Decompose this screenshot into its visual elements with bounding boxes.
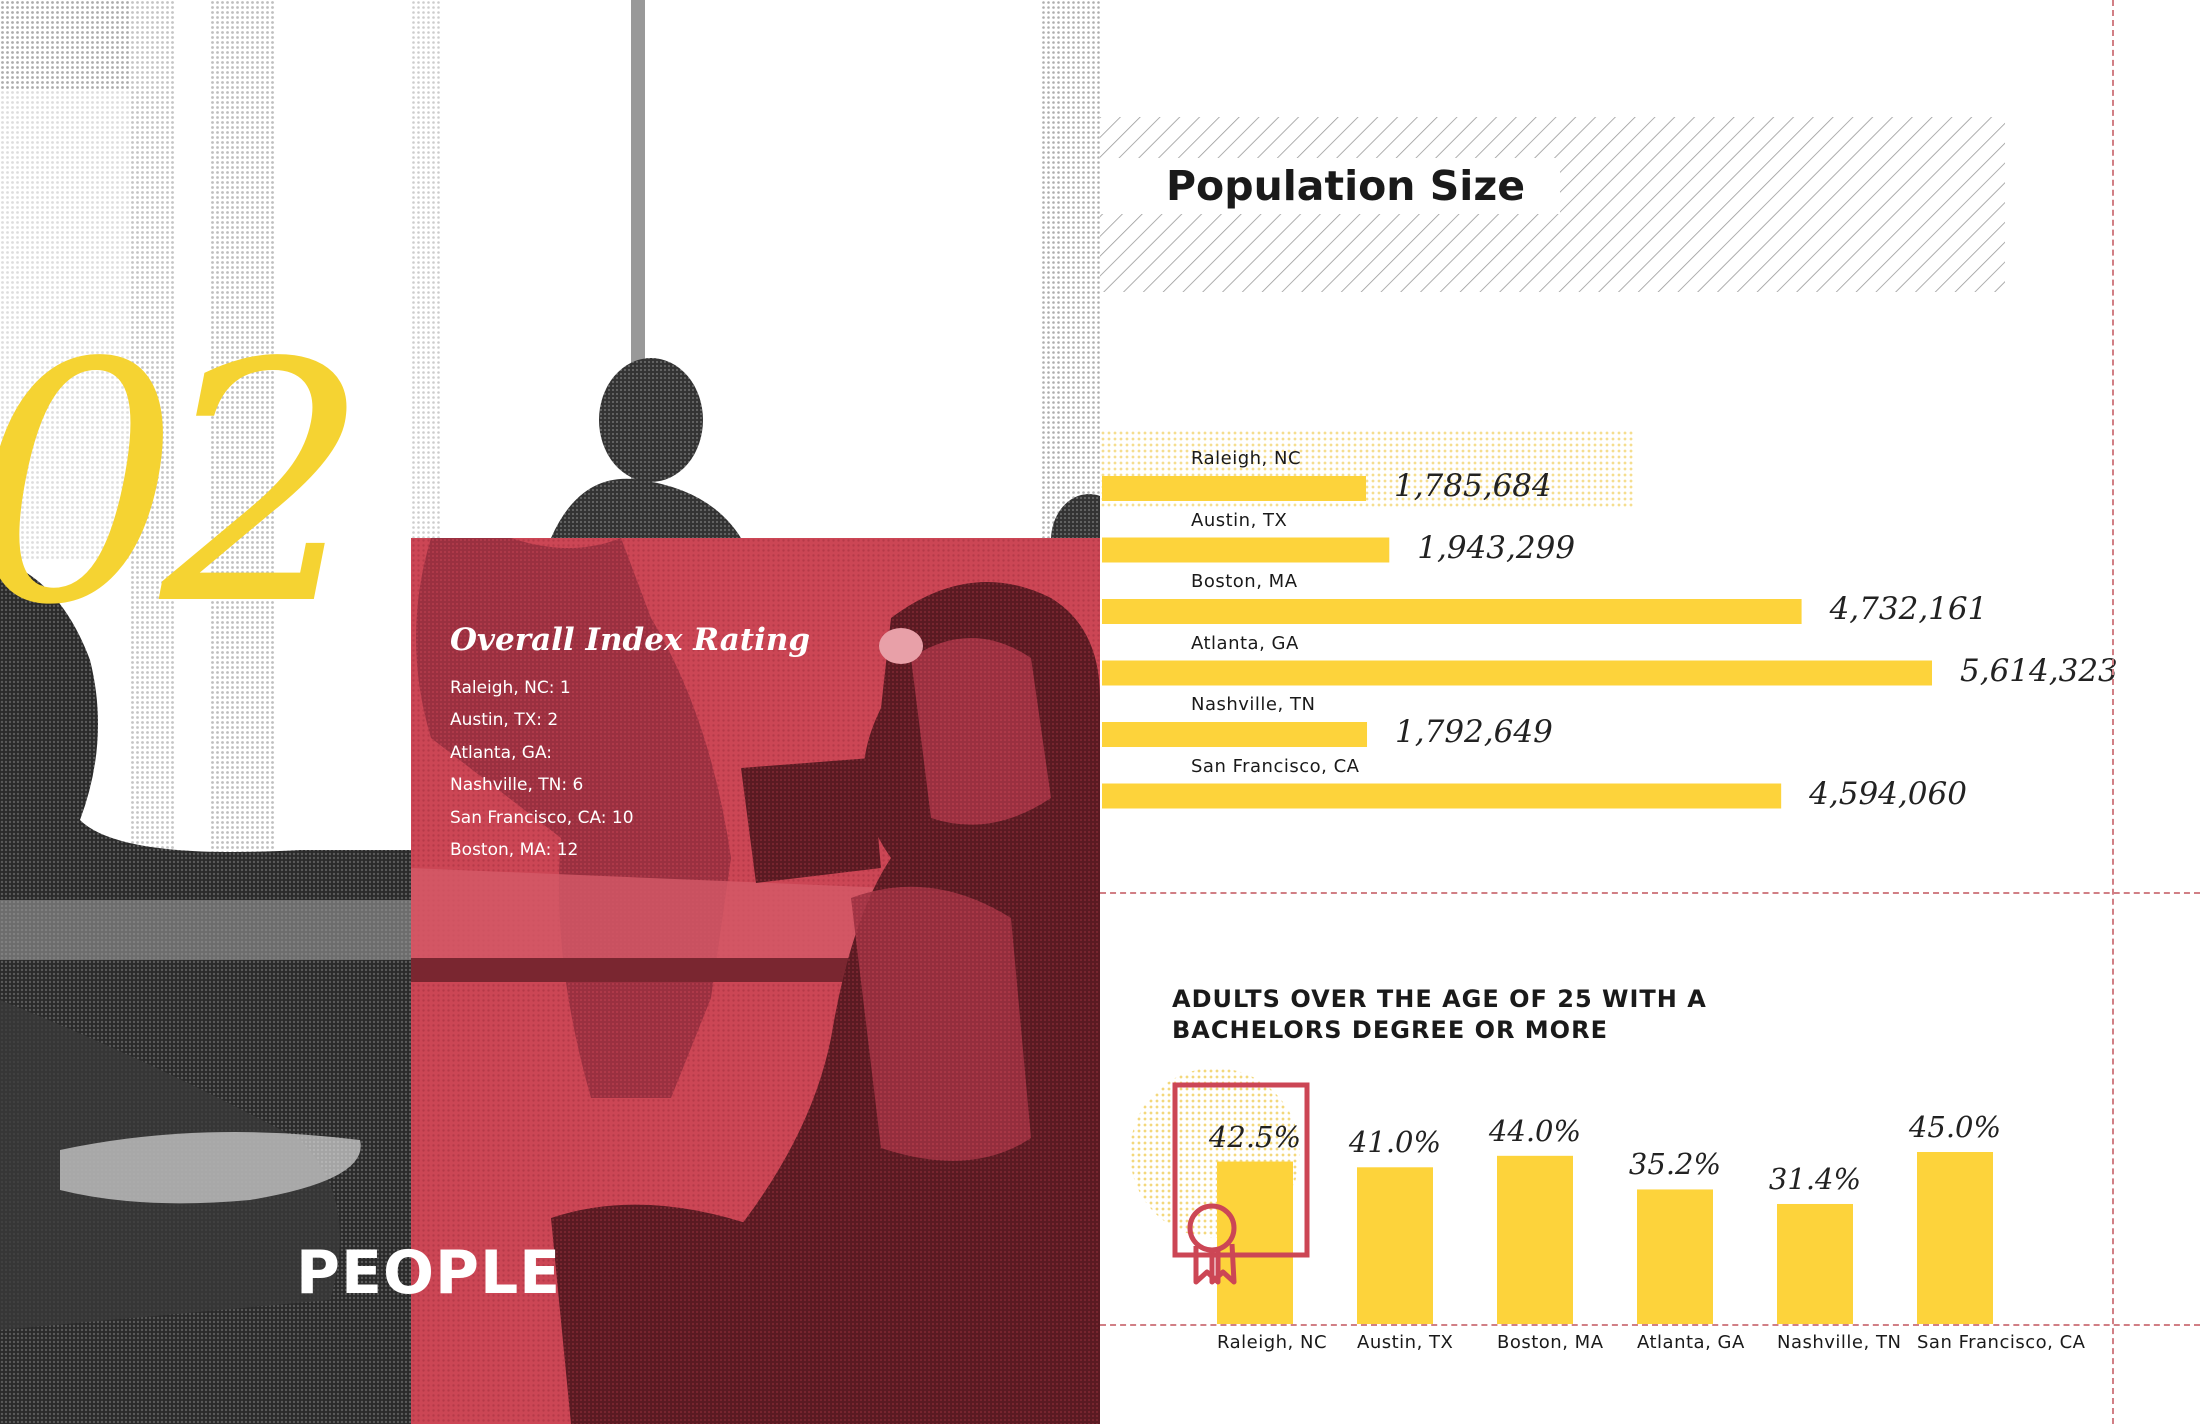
index-rating-title: Overall Index Rating [450,622,811,658]
population-city-label: Boston, MA [1191,571,1298,592]
index-item: Nashville, TN: 6 [450,775,584,796]
population-bar [1102,537,1390,563]
education-value-label: 44.0% [1488,1113,1582,1148]
population-city-label: Atlanta, GA [1191,632,1299,654]
education-bar [1917,1152,1993,1324]
education-value-label: 35.2% [1628,1147,1722,1182]
education-value-label: 31.4% [1768,1161,1862,1196]
photo-left-art [0,0,411,1424]
education-city-label: San Francisco, CA [1917,1332,2086,1353]
dashed-divider-top [1100,892,2200,894]
education-value-label: 42.5% [1208,1119,1302,1154]
population-city-label: San Francisco, CA [1191,755,1360,777]
index-item: Boston, MA: 12 [450,839,579,860]
office-photo-left [0,0,411,1424]
population-value-label: 1,792,649 [1395,714,1553,750]
education-value-label: 41.0% [1348,1125,1442,1160]
population-value-label: 4,594,060 [1809,775,1967,812]
index-item: Austin, TX: 2 [450,710,559,731]
population-city-label: Austin, TX [1191,509,1288,531]
education-chart-title: ADULTS OVER THE AGE OF 25 WITH A BACHELO… [1172,985,1707,1044]
population-value-label: 5,614,323 [1960,652,2118,689]
population-bar [1102,722,1368,747]
index-item: Atlanta, GA: [450,742,553,763]
education-bar [1497,1155,1573,1324]
education-bar [1637,1189,1713,1324]
population-city-label: Raleigh, NC [1191,448,1302,469]
education-city-label: Boston, MA [1497,1332,1604,1353]
dashed-vertical-guide [2112,0,2114,1424]
dashed-baseline [1100,1324,2200,1326]
education-city-label: Atlanta, GA [1637,1332,1745,1353]
education-bar [1357,1167,1433,1324]
index-item: Raleigh, NC: 1 [450,678,571,698]
education-value-label: 45.0% [1908,1110,2002,1144]
population-value-label: 4,732,161 [1829,591,1988,627]
population-bar [1102,783,1782,809]
population-value-label: 1,943,299 [1417,529,1576,566]
education-bar [1217,1161,1293,1324]
education-city-label: Raleigh, NC [1217,1332,1328,1353]
education-city-label: Austin, TX [1357,1332,1454,1353]
index-item: San Francisco, CA: 10 [450,807,634,828]
overall-index-rating: Overall Index Rating Raleigh, NC: 1 Aust… [450,622,890,866]
population-bar [1102,476,1366,501]
red-photo-art [411,538,1100,1424]
population-value-label: 1,785,684 [1393,468,1552,504]
section-title: PEOPLE [296,1238,562,1308]
photo-mid-art [411,0,1100,538]
population-title-backdrop [1100,158,1560,214]
population-city-label: Nashville, TN [1191,694,1316,715]
population-bar [1102,599,1802,624]
office-photo-top [411,0,1100,538]
red-duotone-photo [411,538,1100,1424]
population-bar [1102,660,1932,686]
section-number: 02 [0,293,370,677]
population-chart-title: Population Size [1166,162,1526,210]
education-city-label: Nashville, TN [1777,1332,1902,1353]
education-bar [1777,1203,1853,1324]
